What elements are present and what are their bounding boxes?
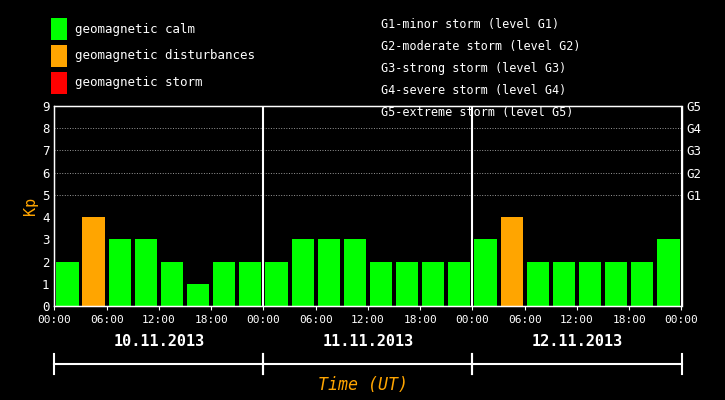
- Bar: [396, 262, 418, 306]
- Bar: [265, 262, 288, 306]
- Y-axis label: Kp: Kp: [23, 197, 38, 215]
- Bar: [135, 239, 157, 306]
- Bar: [291, 239, 314, 306]
- Bar: [161, 262, 183, 306]
- Bar: [526, 262, 549, 306]
- Text: geomagnetic storm: geomagnetic storm: [75, 76, 203, 89]
- Bar: [552, 262, 575, 306]
- Bar: [239, 262, 262, 306]
- Bar: [83, 217, 104, 306]
- Text: G2-moderate storm (level G2): G2-moderate storm (level G2): [381, 40, 580, 53]
- Bar: [474, 239, 497, 306]
- Bar: [370, 262, 392, 306]
- Text: G3-strong storm (level G3): G3-strong storm (level G3): [381, 62, 566, 75]
- Bar: [448, 262, 471, 306]
- Bar: [344, 239, 366, 306]
- Text: geomagnetic calm: geomagnetic calm: [75, 22, 196, 36]
- Bar: [318, 239, 340, 306]
- Bar: [500, 217, 523, 306]
- Bar: [187, 284, 210, 306]
- Text: 12.11.2013: 12.11.2013: [531, 334, 623, 350]
- Bar: [109, 239, 130, 306]
- Bar: [631, 262, 653, 306]
- Bar: [579, 262, 601, 306]
- Bar: [213, 262, 236, 306]
- Bar: [605, 262, 627, 306]
- Bar: [57, 262, 78, 306]
- Text: geomagnetic disturbances: geomagnetic disturbances: [75, 49, 255, 62]
- Text: G1-minor storm (level G1): G1-minor storm (level G1): [381, 18, 559, 31]
- Text: G4-severe storm (level G4): G4-severe storm (level G4): [381, 84, 566, 97]
- Bar: [658, 239, 679, 306]
- Text: Time (UT): Time (UT): [318, 376, 407, 394]
- Bar: [422, 262, 444, 306]
- Text: 10.11.2013: 10.11.2013: [113, 334, 204, 350]
- Text: 11.11.2013: 11.11.2013: [323, 334, 413, 350]
- Text: G5-extreme storm (level G5): G5-extreme storm (level G5): [381, 106, 573, 119]
